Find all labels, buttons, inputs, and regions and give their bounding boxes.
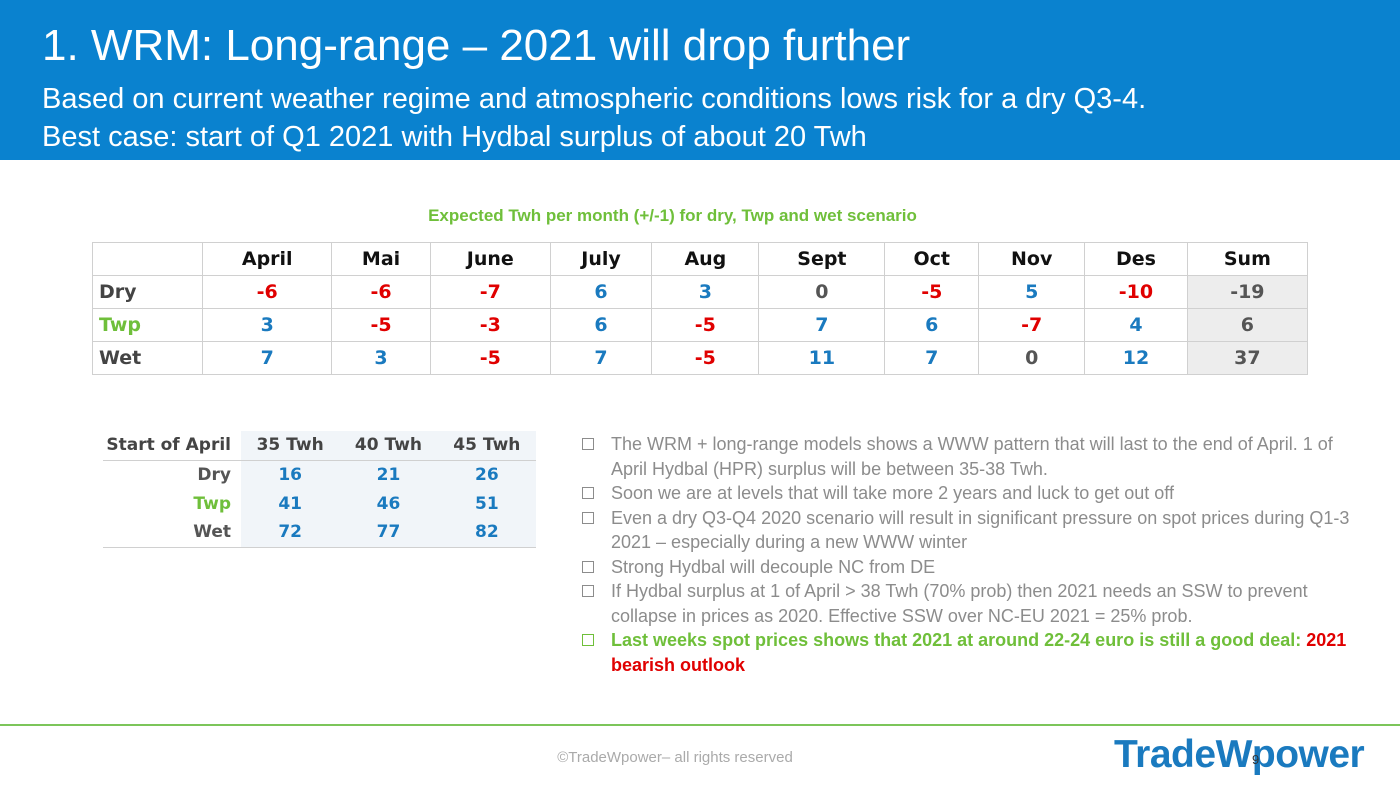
header-cell: Des bbox=[1084, 242, 1188, 276]
highlight-bullet-item: Last weeks spot prices shows that 2021 a… bbox=[580, 628, 1360, 677]
value-cell: -10 bbox=[1084, 275, 1188, 309]
side-value-cell: 26 bbox=[437, 460, 536, 489]
bullet-item: The WRM + long-range models shows a WWW … bbox=[580, 432, 1360, 481]
side-value-cell: 41 bbox=[241, 489, 340, 518]
header-cell: Aug bbox=[651, 242, 760, 276]
side-table-header-row: Start of April 35 Twh 40 Twh 45 Twh bbox=[103, 431, 536, 461]
bullet-item: If Hydbal surplus at 1 of April > 38 Twh… bbox=[580, 579, 1360, 628]
value-cell: 3 bbox=[201, 308, 333, 342]
value-cell: -5 bbox=[331, 308, 431, 342]
value-cell: -6 bbox=[201, 275, 333, 309]
side-table-corner: Start of April bbox=[103, 431, 241, 461]
header-cell: July bbox=[549, 242, 653, 276]
page-title: 1. WRM: Long-range – 2021 will drop furt… bbox=[42, 21, 911, 70]
subtitle-line-1: Based on current weather regime and atmo… bbox=[42, 83, 1147, 115]
footer-divider bbox=[0, 724, 1400, 726]
page-number: 9 bbox=[1252, 752, 1260, 767]
table-caption: Expected Twh per month (+/-1) for dry, T… bbox=[428, 206, 917, 225]
title-banner: 1. WRM: Long-range – 2021 will drop furt… bbox=[0, 0, 1400, 160]
header-corner-cell bbox=[92, 242, 203, 276]
value-cell: 3 bbox=[651, 275, 760, 309]
side-row-twp: Twp 41 46 51 bbox=[103, 489, 536, 518]
value-cell: 6 bbox=[884, 308, 980, 342]
header-cell: June bbox=[429, 242, 551, 276]
value-cell: 12 bbox=[1084, 341, 1188, 375]
side-header-cell: 40 Twh bbox=[339, 431, 438, 461]
bullet-item: Soon we are at levels that will take mor… bbox=[580, 481, 1360, 506]
value-cell: 7 bbox=[201, 341, 333, 375]
checkbox-bullet-icon bbox=[582, 511, 594, 524]
side-value-cell: 51 bbox=[437, 489, 536, 518]
table-header-row: April Mai June July Aug Sept Oct Nov Des… bbox=[92, 242, 1309, 276]
side-row-label: Wet bbox=[103, 518, 241, 548]
value-cell: 3 bbox=[331, 341, 431, 375]
start-of-april-table: Start of April 35 Twh 40 Twh 45 Twh Dry 1… bbox=[103, 431, 536, 548]
value-cell: 6 bbox=[549, 308, 653, 342]
side-row-label: Dry bbox=[197, 464, 231, 485]
checkbox-bullet-icon bbox=[582, 585, 594, 597]
value-cell: 7 bbox=[758, 308, 886, 342]
value-cell: -6 bbox=[331, 275, 431, 309]
header-cell: April bbox=[201, 242, 333, 276]
header-cell: Oct bbox=[884, 242, 980, 276]
value-cell: 4 bbox=[1084, 308, 1188, 342]
value-cell: 7 bbox=[884, 341, 980, 375]
side-row-label: Twp bbox=[193, 493, 231, 514]
header-cell: Mai bbox=[331, 242, 431, 276]
value-cell: -5 bbox=[651, 341, 760, 375]
value-cell: 6 bbox=[549, 275, 653, 309]
row-label: Wet bbox=[92, 341, 203, 375]
checkbox-bullet-icon bbox=[582, 560, 594, 573]
bullet-item: Even a dry Q3-Q4 2020 scenario will resu… bbox=[580, 506, 1360, 555]
value-cell: -5 bbox=[884, 275, 980, 309]
page-subtitle: Based on current weather regime and atmo… bbox=[42, 80, 1146, 156]
side-value-cell: 82 bbox=[437, 518, 536, 548]
value-cell: -5 bbox=[651, 308, 760, 342]
side-value-cell: 16 bbox=[241, 460, 340, 489]
side-header-cell: 45 Twh bbox=[437, 431, 536, 461]
header-cell: Sept bbox=[758, 242, 886, 276]
bearish-outlook-text: 2021 bearish outlook bbox=[611, 630, 1347, 675]
sum-cell: 6 bbox=[1186, 308, 1309, 342]
highlight-text: Last weeks spot prices shows that 2021 a… bbox=[611, 630, 1307, 650]
monthly-scenario-table: April Mai June July Aug Sept Oct Nov Des… bbox=[92, 242, 1309, 375]
value-cell: 5 bbox=[978, 275, 1086, 309]
bullet-list: The WRM + long-range models shows a WWW … bbox=[580, 432, 1360, 677]
side-header-cell: 35 Twh bbox=[241, 431, 340, 461]
side-value-cell: 72 bbox=[241, 518, 340, 548]
value-cell: 0 bbox=[978, 341, 1086, 375]
side-value-cell: 46 bbox=[339, 489, 438, 518]
header-cell: Nov bbox=[978, 242, 1086, 276]
side-row-dry: Dry 16 21 26 bbox=[103, 460, 536, 489]
row-label: Dry bbox=[92, 275, 203, 309]
checkbox-bullet-icon bbox=[582, 487, 594, 499]
subtitle-line-2: Best case: start of Q1 2021 with Hydbal … bbox=[42, 121, 867, 153]
tradewpower-logo: TradeWpower bbox=[1114, 733, 1365, 776]
value-cell: 11 bbox=[758, 341, 886, 375]
side-row-wet: Wet 72 77 82 bbox=[103, 518, 536, 548]
side-value-cell: 77 bbox=[339, 518, 438, 548]
sum-cell: -19 bbox=[1186, 275, 1309, 309]
logo-w: W bbox=[1215, 733, 1253, 776]
scenario-row-dry: Dry -6 -6 -7 6 3 0 -5 5 -10 -19 bbox=[92, 275, 1309, 309]
value-cell: 7 bbox=[549, 341, 653, 375]
scenario-row-twp: Twp 3 -5 -3 6 -5 7 6 -7 4 6 bbox=[92, 308, 1309, 342]
value-cell: -5 bbox=[429, 341, 551, 375]
copyright-text: ©TradeWpower– all rights reserved bbox=[557, 749, 793, 766]
value-cell: -7 bbox=[978, 308, 1086, 342]
value-cell: -3 bbox=[429, 308, 551, 342]
scenario-row-wet: Wet 7 3 -5 7 -5 11 7 0 12 37 bbox=[92, 341, 1309, 375]
row-label: Twp bbox=[92, 308, 203, 342]
value-cell: -7 bbox=[429, 275, 551, 309]
side-value-cell: 21 bbox=[339, 460, 438, 489]
checkbox-bullet-icon bbox=[582, 438, 594, 450]
header-sum-cell: Sum bbox=[1186, 242, 1309, 276]
sum-cell: 37 bbox=[1186, 341, 1309, 375]
value-cell: 0 bbox=[758, 275, 886, 309]
bullet-item: Strong Hydbal will decouple NC from DE bbox=[580, 555, 1360, 580]
checkbox-bullet-icon bbox=[582, 634, 594, 646]
